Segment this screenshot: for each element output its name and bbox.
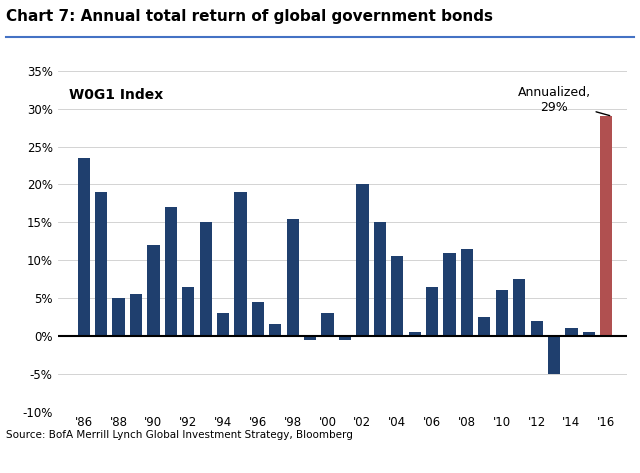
Bar [356, 184, 369, 336]
Bar [234, 192, 246, 336]
Bar [513, 279, 525, 336]
Bar [130, 294, 142, 336]
Bar [548, 336, 560, 374]
Bar [164, 207, 177, 336]
Bar [478, 317, 490, 336]
Bar [461, 249, 473, 336]
Bar [217, 313, 229, 336]
Bar [496, 290, 508, 336]
Text: W0G1 Index: W0G1 Index [69, 88, 163, 102]
Bar [95, 192, 108, 336]
Bar [374, 222, 386, 336]
Bar [77, 158, 90, 336]
Bar [391, 256, 403, 336]
Text: Annualized,
29%: Annualized, 29% [518, 86, 610, 115]
Bar [565, 328, 577, 336]
Bar [269, 324, 282, 336]
Bar [339, 336, 351, 340]
Bar [444, 253, 456, 336]
Bar [583, 332, 595, 336]
Bar [252, 302, 264, 336]
Bar [531, 321, 543, 336]
Bar [182, 287, 195, 336]
Bar [304, 336, 316, 340]
Bar [200, 222, 212, 336]
Bar [321, 313, 333, 336]
Bar [408, 332, 420, 336]
Bar [147, 245, 159, 336]
Text: Source: BofA Merrill Lynch Global Investment Strategy, Bloomberg: Source: BofA Merrill Lynch Global Invest… [6, 430, 353, 440]
Bar [426, 287, 438, 336]
Bar [600, 116, 612, 336]
Bar [113, 298, 125, 336]
Text: Chart 7: Annual total return of global government bonds: Chart 7: Annual total return of global g… [6, 9, 493, 24]
Bar [287, 219, 299, 336]
